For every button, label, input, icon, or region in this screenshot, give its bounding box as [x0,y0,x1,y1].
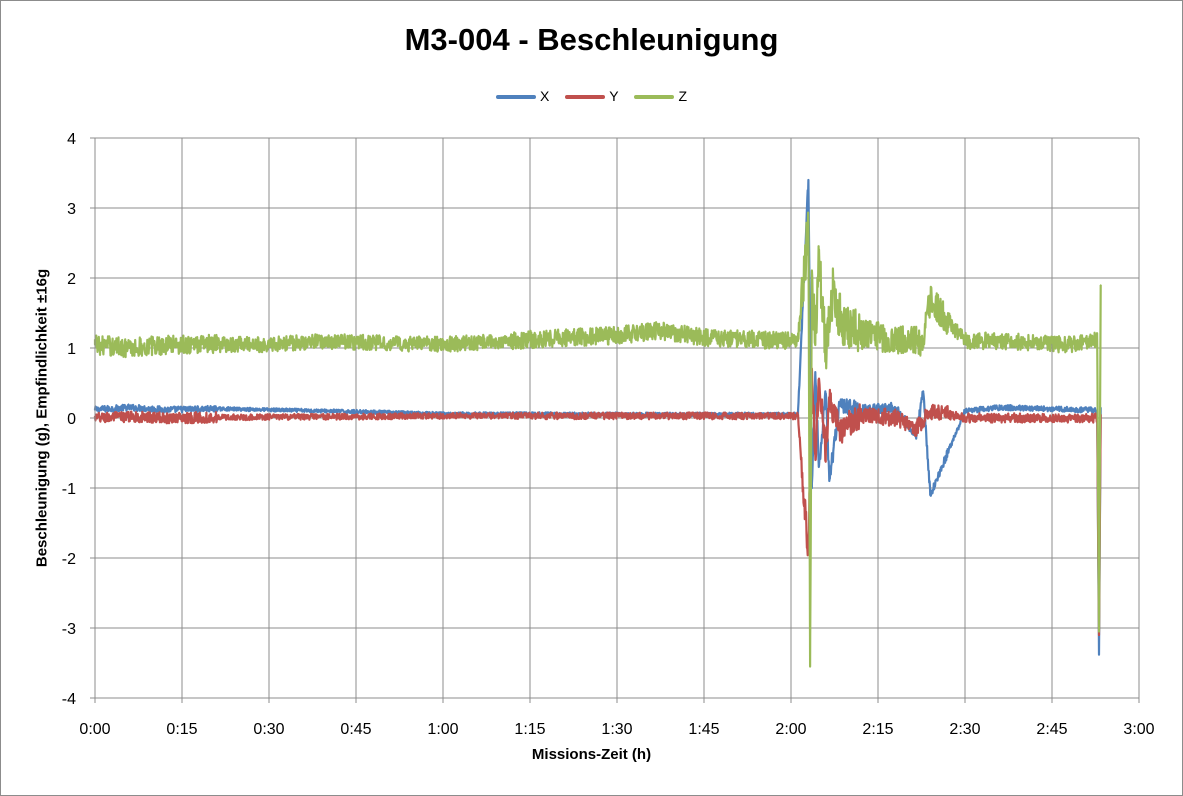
legend: X Y Z [0,88,1183,104]
x-axis-title: Missions-Zeit (h) [531,746,652,763]
legend-swatch-x [495,95,536,100]
legend-swatch-y [565,95,606,100]
legend-item-x: X [495,88,550,104]
legend-item-y: Y [565,88,619,104]
legend-item-z: Z [634,88,687,104]
legend-label-y: Y [609,88,619,104]
legend-label-x: X [539,88,550,104]
legend-swatch-z [634,95,675,100]
legend-label-z: Z [678,88,688,104]
chart-title: M3-004 - Beschleunigung [404,22,779,57]
y-axis-title: Beschleunigung (g), Empfindlichkeit ±16g [33,268,51,568]
